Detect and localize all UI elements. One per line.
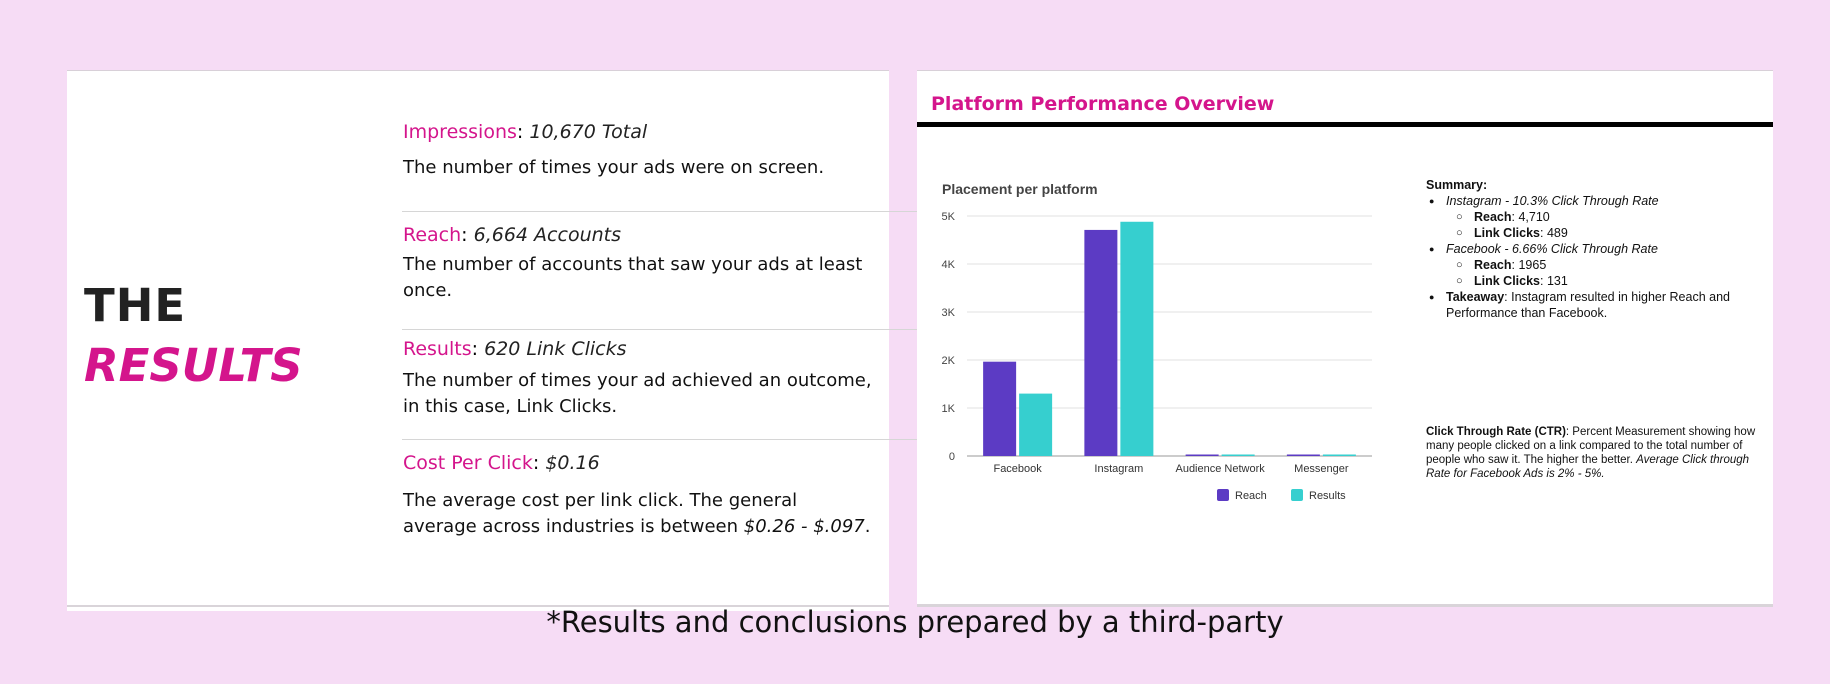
metric-value: 620 Link Clicks	[484, 338, 627, 360]
x-tick-label: Audience Network	[1175, 463, 1265, 475]
label: Takeaway	[1446, 290, 1505, 304]
value: : 1965	[1511, 258, 1547, 272]
y-tick-label: 4K	[942, 259, 956, 271]
metric-description: The number of times your ad achieved an …	[403, 370, 872, 417]
ctr-label: Click Through Rate (CTR)	[1426, 426, 1566, 438]
divider	[67, 605, 889, 607]
label: Link Clicks	[1474, 274, 1540, 288]
bar-results-audience-network	[1221, 454, 1255, 456]
summary-heading: Summary:	[1426, 178, 1488, 192]
metric-impressions: Impressions: 10,670 Total The number of …	[403, 121, 873, 181]
divider	[402, 329, 920, 330]
y-tick-label: 3K	[942, 307, 956, 319]
divider	[917, 604, 1773, 607]
metric-cost-per-click: Cost Per Click: $0.16 The average cost p…	[403, 452, 873, 540]
legend-swatch-reach	[1217, 489, 1229, 501]
bar-reach-audience-network	[1185, 454, 1219, 456]
metric-value: $0.16	[545, 452, 600, 474]
results-title-the: THE	[84, 279, 187, 332]
ctr-definition: Click Through Rate (CTR): Percent Measur…	[1426, 425, 1766, 481]
bar-reach-facebook	[983, 361, 1017, 456]
y-tick-label: 5K	[942, 211, 956, 223]
y-tick-label: 0	[949, 451, 955, 463]
metric-separator: :	[471, 338, 485, 360]
desc-text: The average cost per link click. The gen…	[403, 490, 798, 537]
bar-reach-instagram	[1084, 229, 1118, 456]
legend-swatch-results	[1291, 489, 1303, 501]
x-tick-label: Facebook	[993, 463, 1042, 475]
bar-results-instagram	[1120, 221, 1154, 456]
ctr-text: : Percent Measurement showing how many p…	[1426, 426, 1756, 466]
divider	[402, 211, 920, 212]
metric-value: 6,664 Accounts	[473, 224, 622, 246]
metric-separator: :	[516, 121, 530, 143]
ctr-average: Average Click through Rate for Facebook …	[1426, 454, 1750, 480]
metric-separator: :	[532, 452, 546, 474]
metric-description: The number of accounts that saw your ads…	[403, 254, 863, 301]
label: Link Clicks	[1474, 226, 1540, 240]
metric-separator: :	[461, 224, 474, 246]
bar-results-messenger	[1322, 454, 1356, 456]
metric-description: The number of times your ads were on scr…	[403, 157, 825, 178]
value: : Instagram resulted in higher Reach and…	[1446, 290, 1730, 320]
metric-label: Impressions	[403, 121, 517, 143]
summary-facebook: Facebook - 6.66% Click Through Rate	[1446, 242, 1658, 256]
desc-period: .	[864, 516, 871, 537]
results-title-results: RESULTS	[84, 339, 303, 392]
label: Reach	[1474, 258, 1512, 272]
results-panel: THE RESULTS Impressions: 10,670 Total Th…	[67, 70, 920, 611]
desc-range: $0.26 - $.097	[743, 516, 865, 537]
chart-title: Placement per platform	[942, 181, 1098, 197]
x-tick-label: Instagram	[1094, 463, 1143, 475]
summary-subitem: Link Clicks: 131	[1426, 273, 1766, 289]
metric-label: Results	[403, 338, 472, 360]
summary-item: Facebook - 6.66% Click Through Rate	[1426, 241, 1766, 257]
divider	[402, 439, 920, 440]
title-rule	[917, 122, 1773, 127]
metric-label: Reach	[403, 224, 462, 246]
value: : 4,710	[1511, 210, 1550, 224]
summary-subitem: Link Clicks: 489	[1426, 225, 1766, 241]
metric-label: Cost Per Click	[403, 452, 533, 474]
value: : 489	[1540, 226, 1568, 240]
placement-chart: Placement per platform 0 1K 2K 3K 4K 5K Faceboo…	[942, 181, 1372, 502]
summary-subitem: Reach: 1965	[1426, 257, 1766, 273]
summary-instagram: Instagram - 10.3% Click Through Rate	[1446, 194, 1659, 208]
platform-overview-panel: Platform Performance Overview Placement …	[917, 70, 1773, 607]
x-tick-label: Messenger	[1294, 463, 1349, 475]
label: Reach	[1474, 210, 1512, 224]
metric-reach: Reach: 6,664 Accounts The number of acco…	[403, 224, 873, 304]
legend-label: Reach	[1235, 490, 1267, 502]
y-tick-label: 2K	[942, 355, 956, 367]
metric-results: Results: 620 Link Clicks The number of t…	[403, 338, 873, 420]
summary-item: Instagram - 10.3% Click Through Rate	[1426, 193, 1766, 209]
summary-box: Summary: Instagram - 10.3% Click Through…	[1426, 177, 1766, 321]
value: : 131	[1540, 274, 1568, 288]
footer-disclaimer: *Results and conclusions prepared by a t…	[546, 605, 1284, 639]
metric-description: The average cost per link click. The gen…	[403, 488, 873, 540]
bar-results-facebook	[1019, 393, 1053, 456]
panel-title: Platform Performance Overview	[931, 93, 1275, 115]
metric-value: 10,670 Total	[529, 121, 648, 143]
summary-item: Takeaway: Instagram resulted in higher R…	[1426, 289, 1766, 321]
y-tick-label: 1K	[942, 403, 956, 415]
bar-reach-messenger	[1286, 454, 1320, 456]
legend-label: Results	[1309, 490, 1346, 502]
summary-subitem: Reach: 4,710	[1426, 209, 1766, 225]
